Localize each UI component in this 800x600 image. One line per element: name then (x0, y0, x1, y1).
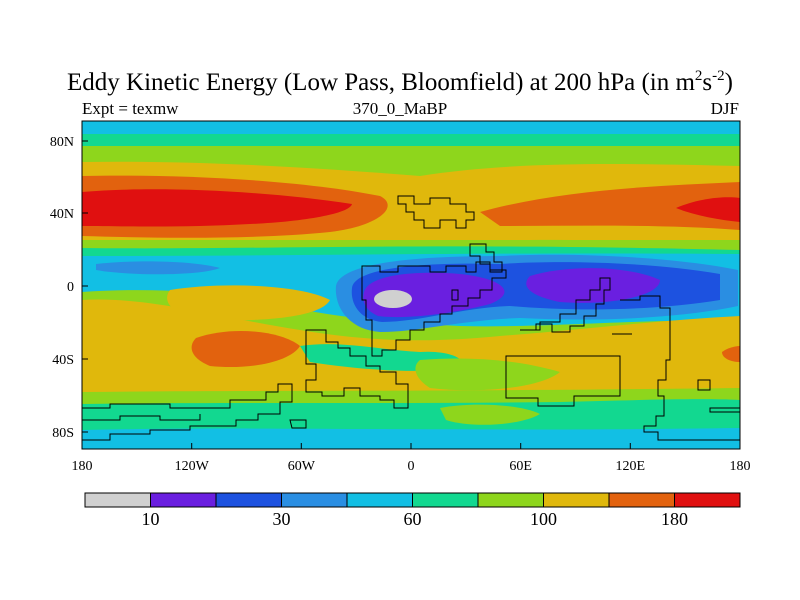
colorbar-label-100: 100 (530, 509, 557, 529)
colorbar-labels: 10 30 60 100 180 (142, 509, 689, 529)
colorbar-box-6 (412, 492, 479, 508)
y-tick-40s: 40S (52, 353, 74, 368)
title-end: ) (724, 69, 733, 96)
minimum-gray-core (374, 290, 412, 308)
period-label: 370_0_MaBP (352, 99, 448, 118)
title-main: Eddy Kinetic Energy (Low Pass, Bloomfiel… (67, 69, 695, 96)
y-tick-80s: 80S (52, 426, 74, 441)
colorbar-box-9 (608, 492, 675, 508)
x-tick-60e: 60E (509, 459, 532, 474)
south-gold (82, 299, 740, 398)
tick-marks (81, 140, 741, 449)
x-tick-180e: 180 (730, 459, 751, 474)
season-label: DJF (710, 99, 739, 118)
colorbar-box-2 (150, 492, 217, 508)
y-tick-80n: 80N (50, 135, 74, 150)
minimum-purple-east (526, 268, 660, 303)
x-tick-0: 0 (408, 459, 415, 474)
title-sup-2: -2 (712, 68, 725, 84)
storm-track-orange-east (480, 182, 740, 230)
south-orange-west (191, 331, 300, 368)
colorbar-box-8 (543, 492, 610, 508)
y-tick-40n: 40N (50, 207, 74, 222)
band-equator-midblue-west (96, 261, 220, 275)
contour-field (82, 121, 740, 449)
x-tick-180w: 180 (72, 459, 93, 474)
south-lime-patch (415, 358, 560, 391)
figure-title: Eddy Kinetic Energy (Low Pass, Bloomfiel… (0, 68, 800, 97)
storm-track-red-east (676, 197, 740, 222)
colorbar-label-60: 60 (404, 509, 422, 529)
band-north-teal (82, 134, 740, 148)
title-sup-1: 2 (694, 68, 703, 84)
south-orange-east (722, 346, 740, 362)
colorbar-box-7 (477, 492, 544, 508)
title-mid: s (702, 69, 713, 96)
colorbar-box-3 (215, 492, 282, 508)
storm-track-red (82, 189, 352, 227)
colorbar-label-10: 10 (142, 509, 160, 529)
colorbar-box-4 (281, 492, 348, 508)
south-lime-blob (440, 404, 540, 425)
experiment-label: Expt = texmw (82, 99, 179, 118)
colorbar-label-180: 180 (661, 509, 688, 529)
colorbar-box-5 (346, 492, 413, 508)
colorbar-label-30: 30 (273, 509, 291, 529)
colorbar-box-1 (84, 492, 151, 508)
y-tick-labels: 80N 40N 0 40S 80S (50, 135, 74, 441)
band-north-lime (82, 146, 740, 170)
y-tick-0: 0 (67, 280, 74, 295)
x-tick-120w: 120W (175, 459, 210, 474)
colorbar-box-10 (674, 492, 741, 508)
x-tick-60w: 60W (288, 459, 316, 474)
coastlines (82, 195, 740, 441)
south-cyan-band (82, 428, 740, 449)
equator-gold-west (167, 285, 330, 321)
x-tick-120e: 120E (616, 459, 646, 474)
x-tick-labels: 180 120W 60W 0 60E 120E 180 (72, 459, 751, 474)
colorbar (84, 492, 741, 508)
